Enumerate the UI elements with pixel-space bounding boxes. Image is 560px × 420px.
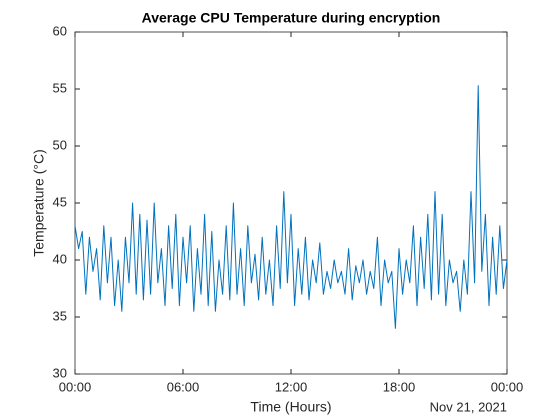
y-tick-label: 35 <box>53 308 67 323</box>
y-tick-label: 40 <box>53 251 67 266</box>
x-tick-label: 18:00 <box>383 379 416 394</box>
data-line <box>74 85 508 329</box>
chart-title: Average CPU Temperature during encryptio… <box>142 10 441 26</box>
y-tick-label: 55 <box>53 80 67 95</box>
x-tick-label: 12:00 <box>275 379 308 394</box>
y-axis-label: Temperature (°C) <box>31 149 47 257</box>
x-axis-label: Time (Hours) <box>250 399 331 415</box>
plot-area <box>74 31 508 375</box>
y-tick-label: 30 <box>53 365 67 380</box>
y-tick-label: 50 <box>53 137 67 152</box>
x-date-label: Nov 21, 2021 <box>430 399 507 414</box>
y-tick-label: 45 <box>53 194 67 209</box>
x-tick-label: 06:00 <box>167 379 200 394</box>
x-tick-label: 00:00 <box>491 379 524 394</box>
y-tick-label: 60 <box>53 23 67 38</box>
x-tick-label: 00:00 <box>59 379 92 394</box>
